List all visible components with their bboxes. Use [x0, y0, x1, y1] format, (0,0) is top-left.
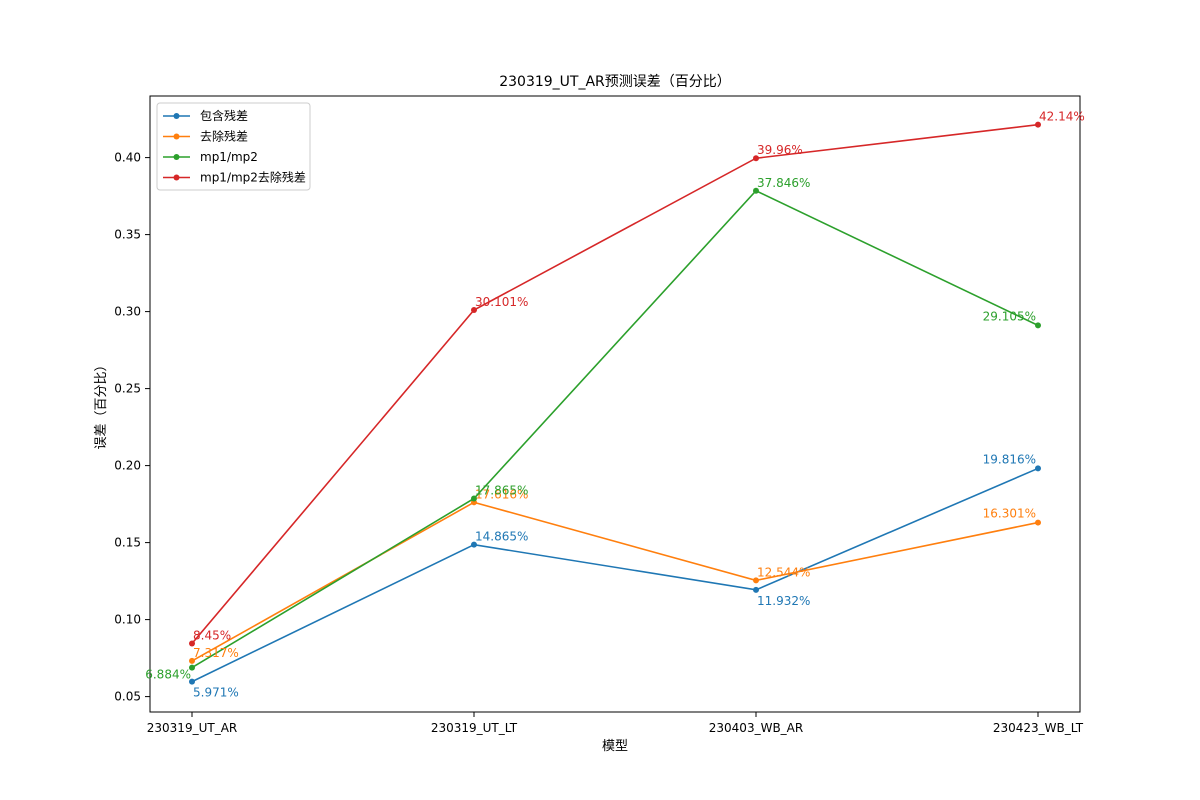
legend-entry-label: 包含残差 — [200, 108, 248, 123]
legend-entry-label: mp1/mp2去除残差 — [200, 170, 306, 185]
data-point — [1035, 121, 1041, 128]
x-tick-label: 230423_WB_LT — [993, 721, 1084, 735]
data-label: 19.816% — [983, 452, 1036, 466]
y-tick-label: 0.15 — [114, 536, 141, 550]
data-point — [753, 577, 759, 584]
y-tick-label: 0.05 — [114, 690, 141, 704]
data-point — [753, 586, 759, 593]
legend-swatch-marker — [173, 174, 180, 181]
data-label: 16.301% — [983, 507, 1036, 521]
data-point — [471, 495, 477, 502]
y-axis: 0.05 0.10 0.15 0.20 0.25 0.30 0.35 0.40 — [114, 151, 150, 704]
data-label: 37.846% — [757, 176, 810, 190]
series-layer — [189, 121, 1041, 685]
data-label: 14.865% — [475, 530, 528, 544]
data-point — [189, 678, 195, 685]
y-tick-label: 0.25 — [114, 382, 141, 396]
data-labels-layer: 5.971% 14.865% 11.932% 19.816% 7.317% 17.616%… — [145, 110, 1085, 700]
data-point — [189, 657, 195, 664]
legend-swatch-marker — [173, 113, 180, 119]
x-tick-label: 230403_WB_AR — [709, 721, 803, 735]
data-label: 7.317% — [193, 646, 239, 660]
data-point — [189, 640, 195, 647]
data-label: 11.932% — [757, 594, 810, 608]
data-label: 42.14% — [1039, 110, 1085, 124]
series-line — [191, 467, 1039, 683]
data-point — [1035, 465, 1041, 472]
y-tick-label: 0.10 — [114, 613, 141, 627]
data-point — [471, 541, 477, 548]
x-tick-label: 230319_UT_AR — [147, 721, 237, 735]
x-tick-label: 230319_UT_LT — [431, 721, 518, 735]
data-point — [471, 307, 477, 314]
data-label: 8.45% — [193, 628, 231, 642]
y-axis-label: 误差（百分比） — [94, 358, 109, 449]
legend-entry-label: 去除残差 — [200, 129, 248, 144]
legend-frame — [156, 102, 311, 191]
data-label: 17.865% — [475, 483, 528, 497]
data-label: 6.884% — [145, 668, 191, 682]
y-tick-label: 0.40 — [114, 151, 141, 165]
y-tick-label: 0.35 — [114, 228, 141, 242]
series-line — [191, 501, 1039, 662]
series-line — [191, 189, 1039, 669]
legend-entry-label: mp1/mp2 — [200, 150, 258, 164]
y-tick-label: 0.30 — [114, 305, 141, 319]
legend-swatch-marker — [173, 133, 180, 140]
data-point — [753, 155, 759, 162]
data-point — [189, 664, 195, 671]
data-label: 5.971% — [193, 686, 239, 700]
legend-swatch-marker — [173, 154, 180, 160]
data-point — [1035, 322, 1041, 329]
plot-area-frame — [149, 95, 1081, 713]
y-tick-label: 0.20 — [114, 459, 141, 473]
chart-title: 230319_UT_AR预测误差（百分比） — [499, 74, 731, 90]
data-label: 17.616% — [475, 487, 528, 501]
series-line — [191, 123, 1039, 644]
data-label: 29.105% — [983, 309, 1036, 323]
data-label: 30.101% — [475, 295, 528, 309]
data-label: 39.96% — [757, 143, 803, 157]
x-axis: 230319_UT_AR 230319_UT_LT 230403_WB_AR 2304… — [147, 712, 1084, 735]
data-label: 12.544% — [757, 565, 810, 579]
x-axis-label: 模型 — [602, 739, 628, 754]
data-point — [753, 187, 759, 194]
data-point — [1035, 519, 1041, 526]
